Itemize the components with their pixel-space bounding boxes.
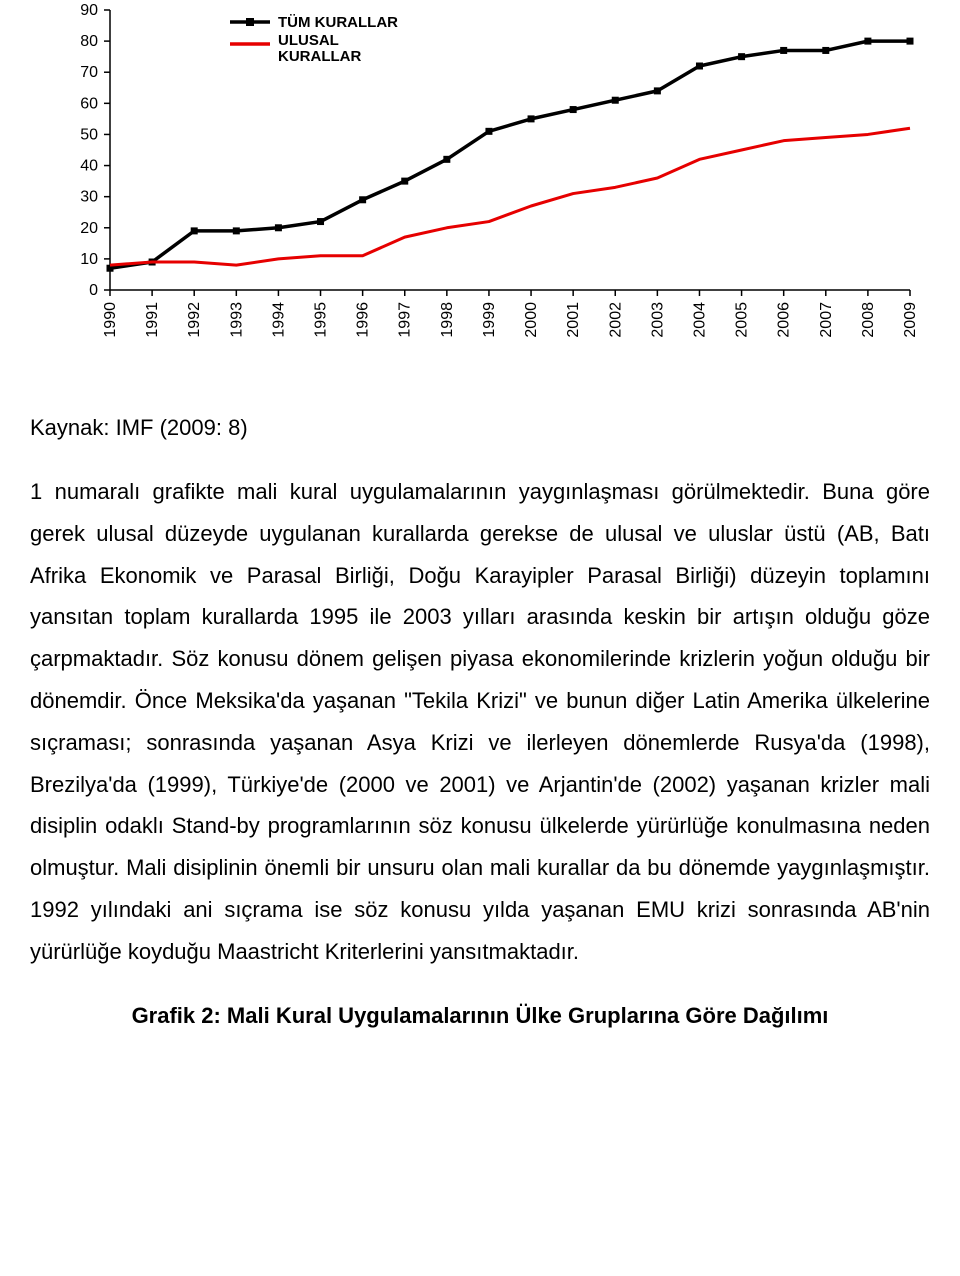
svg-text:0: 0 bbox=[89, 282, 98, 299]
chart-container: 0 10 20 30 40 50 60 70 80 90 1990 1991 1992 1993 1994 1… bbox=[30, 0, 930, 375]
subtitle-grafik-2: Grafik 2: Mali Kural Uygulamalarının Ülk… bbox=[30, 1003, 930, 1029]
svg-text:40: 40 bbox=[80, 158, 98, 175]
svg-text:1995: 1995 bbox=[313, 302, 330, 338]
svg-text:2005: 2005 bbox=[734, 302, 751, 338]
page-root: 0 10 20 30 40 50 60 70 80 90 1990 1991 1992 1993 1994 1… bbox=[0, 0, 960, 1091]
svg-text:60: 60 bbox=[80, 95, 98, 112]
svg-text:2008: 2008 bbox=[860, 302, 877, 338]
svg-text:1994: 1994 bbox=[270, 302, 287, 338]
svg-text:30: 30 bbox=[80, 189, 98, 206]
svg-text:90: 90 bbox=[80, 2, 98, 19]
source-line: Kaynak: IMF (2009: 8) bbox=[30, 415, 930, 441]
body-paragraph: 1 numaralı grafikte mali kural uygulamal… bbox=[30, 471, 930, 973]
svg-text:1992: 1992 bbox=[186, 302, 203, 338]
svg-text:1999: 1999 bbox=[481, 302, 498, 338]
svg-text:10: 10 bbox=[80, 251, 98, 268]
svg-text:1996: 1996 bbox=[355, 302, 372, 338]
line-chart: 0 10 20 30 40 50 60 70 80 90 1990 1991 1992 1993 1994 1… bbox=[30, 0, 930, 370]
svg-text:2000: 2000 bbox=[523, 302, 540, 338]
svg-text:2004: 2004 bbox=[691, 302, 708, 338]
svg-text:1990: 1990 bbox=[102, 302, 119, 338]
svg-text:ULUSAL: ULUSAL bbox=[278, 32, 339, 49]
svg-text:1993: 1993 bbox=[228, 302, 245, 338]
svg-text:1997: 1997 bbox=[397, 302, 414, 338]
svg-text:1998: 1998 bbox=[439, 302, 456, 338]
svg-text:80: 80 bbox=[80, 33, 98, 50]
svg-text:70: 70 bbox=[80, 64, 98, 81]
svg-text:20: 20 bbox=[80, 220, 98, 237]
svg-text:2002: 2002 bbox=[607, 302, 624, 338]
svg-text:TÜM KURALLAR: TÜM KURALLAR bbox=[278, 14, 398, 31]
svg-text:2003: 2003 bbox=[649, 302, 666, 338]
svg-text:KURALLAR: KURALLAR bbox=[278, 48, 361, 65]
svg-text:2001: 2001 bbox=[565, 302, 582, 338]
svg-text:2007: 2007 bbox=[818, 302, 835, 338]
svg-text:2006: 2006 bbox=[776, 302, 793, 338]
svg-text:1991: 1991 bbox=[144, 302, 161, 338]
svg-text:50: 50 bbox=[80, 126, 98, 143]
svg-text:2009: 2009 bbox=[902, 302, 919, 338]
